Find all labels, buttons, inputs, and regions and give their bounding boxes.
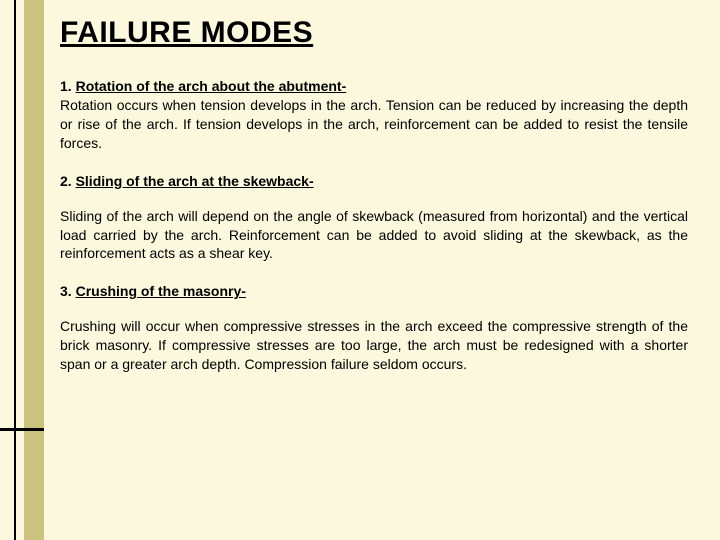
mode-2-heading-line: 2. Sliding of the arch at the skewback- [60,173,688,191]
mode-3-heading-line: 3. Crushing of the masonry- [60,283,688,301]
mode-1-heading-line: 1. Rotation of the arch about the abutme… [60,78,688,96]
spacer [60,301,688,317]
mode-1-number: 1. [60,78,76,94]
mode-2-body: Sliding of the arch will depend on the a… [60,207,688,264]
bullet-tick [0,428,44,431]
mode-3-number: 3. [60,283,76,299]
page-title: FAILURE MODES [60,16,688,50]
mode-2-number: 2. [60,173,76,189]
spacer [60,191,688,207]
mode-3-body: Crushing will occur when compressive str… [60,317,688,374]
mode-3: 3. Crushing of the masonry- Crushing wil… [60,283,688,374]
mode-2: 2. Sliding of the arch at the skewback- … [60,173,688,264]
mode-2-heading: Sliding of the arch at the skewback- [76,173,314,189]
vertical-rule [14,0,16,540]
mode-1-body: Rotation occurs when tension develops in… [60,96,688,153]
mode-1-heading: Rotation of the arch about the abutment- [76,78,347,94]
mode-1: 1. Rotation of the arch about the abutme… [60,78,688,153]
mode-3-heading: Crushing of the masonry- [76,283,246,299]
slide-content: FAILURE MODES 1. Rotation of the arch ab… [60,16,688,394]
left-accent-stripe [24,0,44,540]
